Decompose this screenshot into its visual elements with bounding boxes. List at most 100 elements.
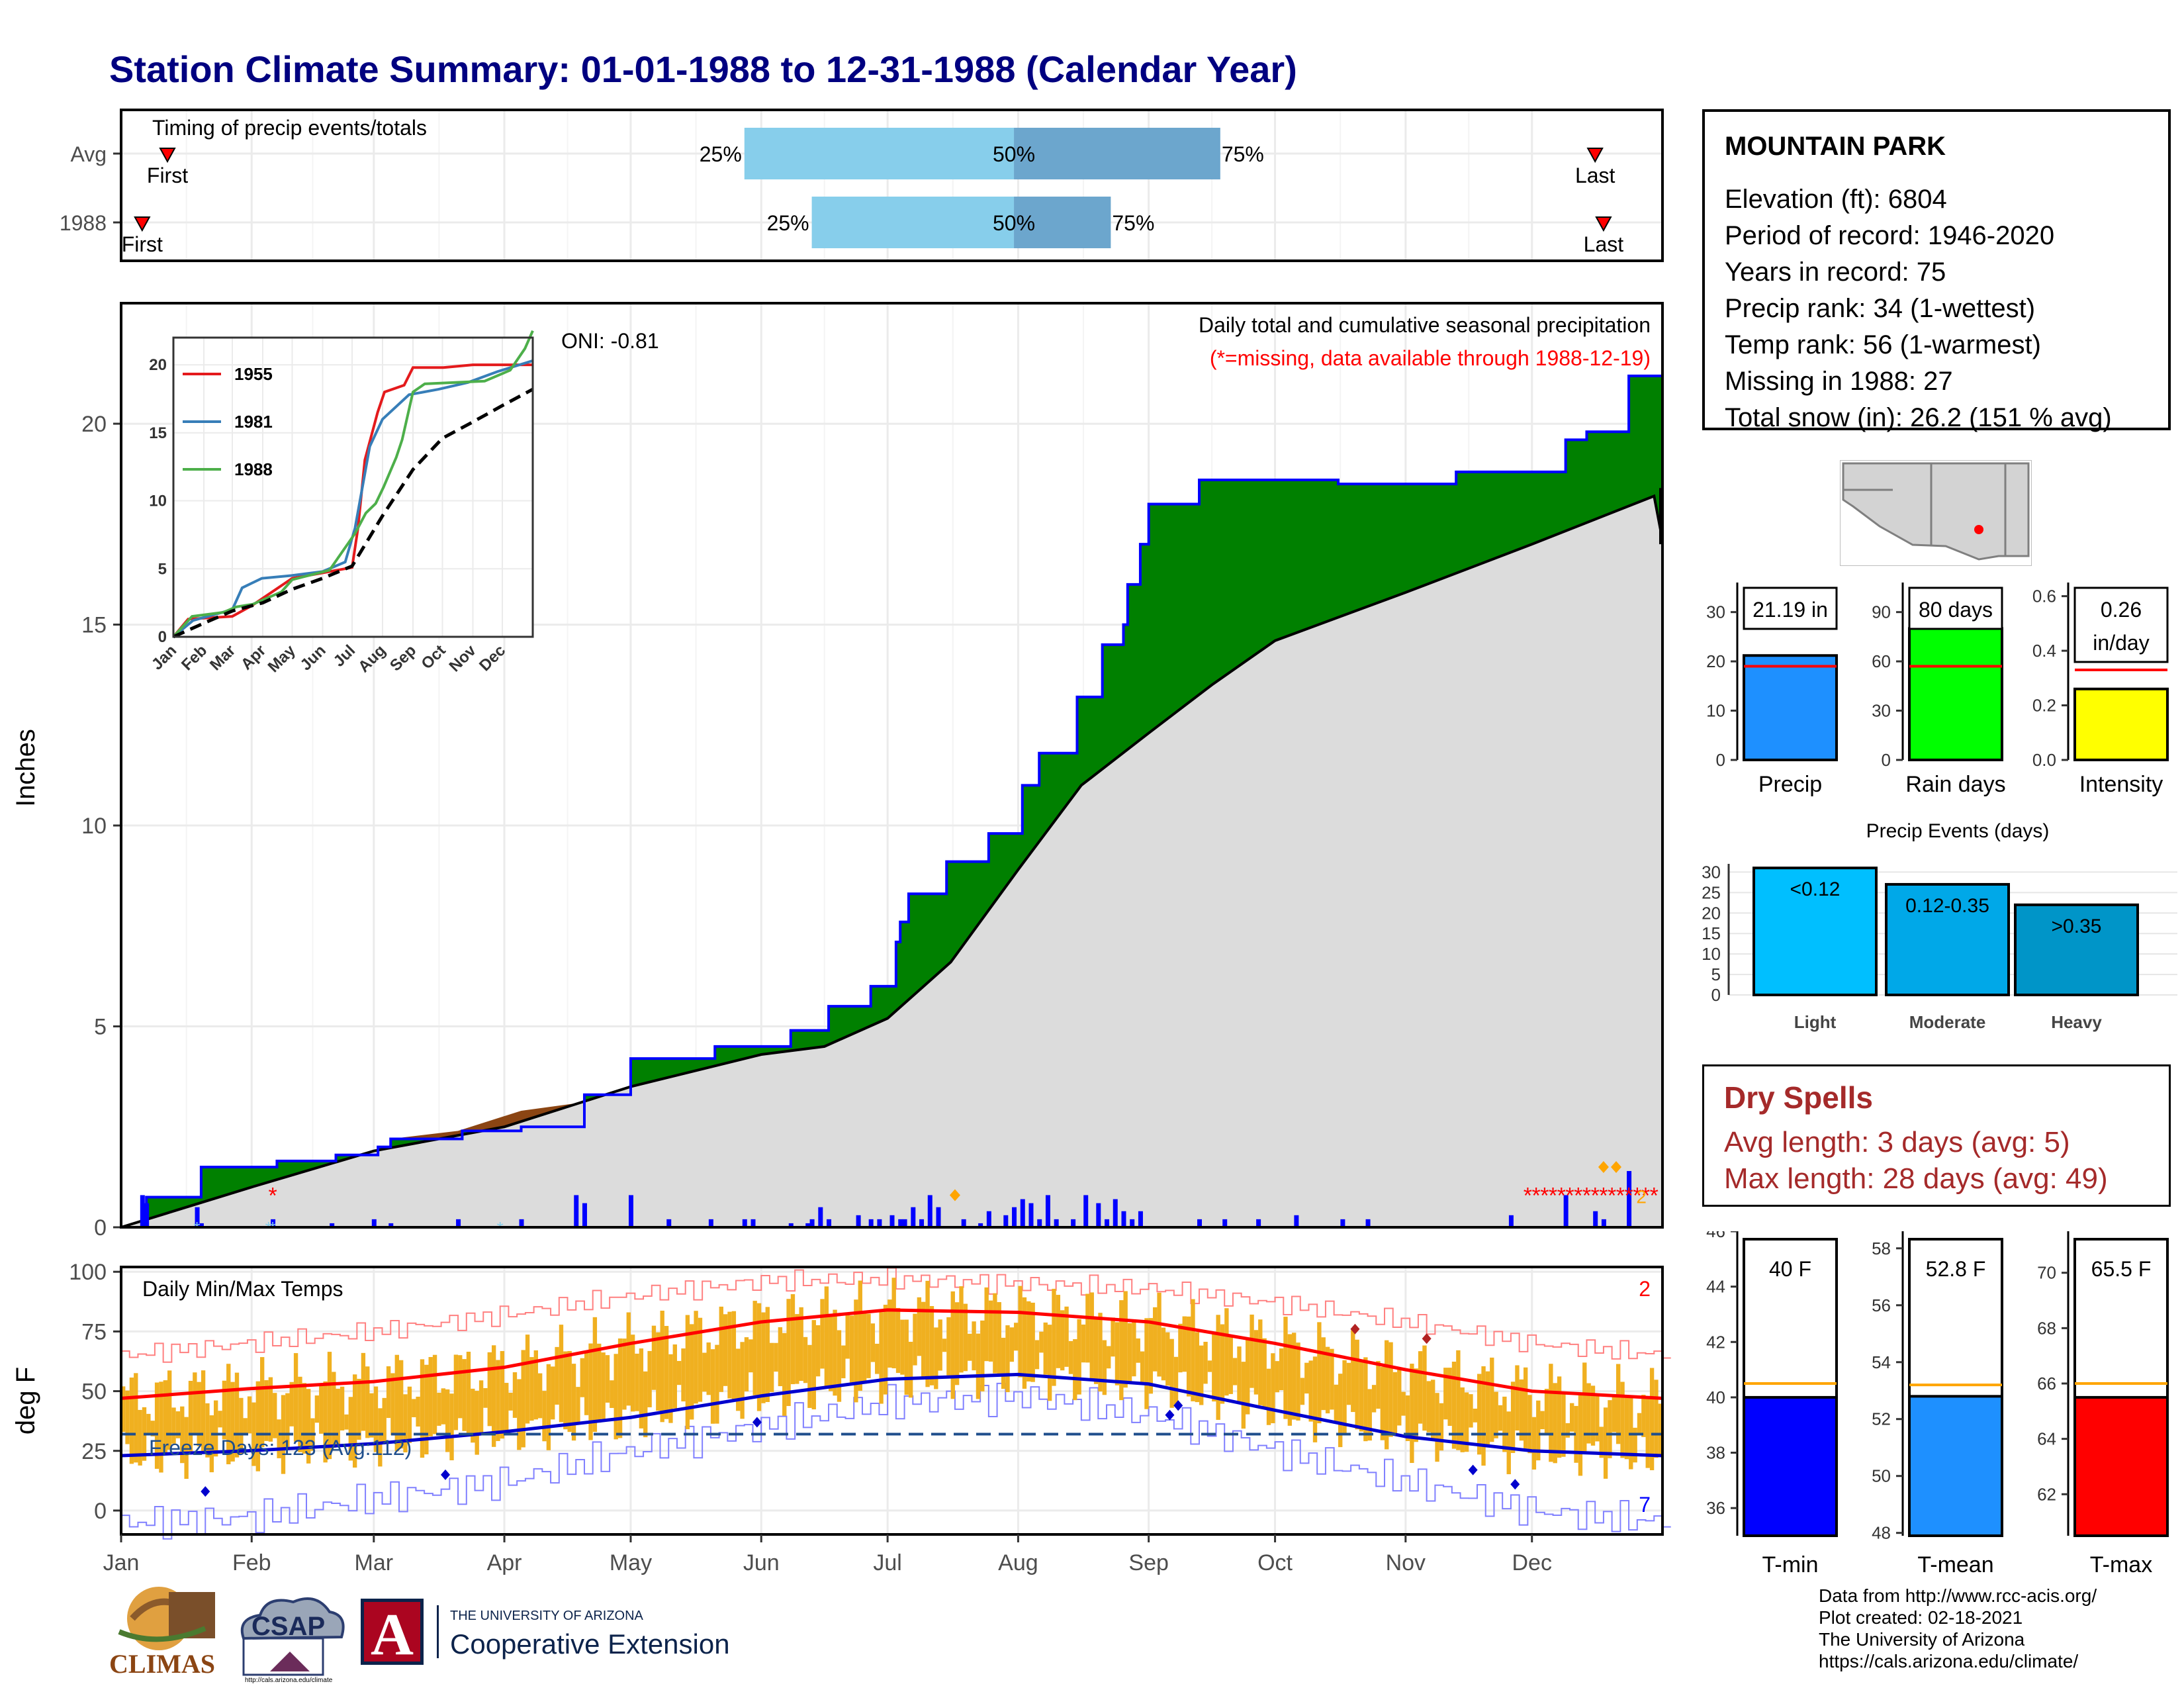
daily-temp-bar bbox=[854, 1299, 858, 1403]
temps-y-tick-label: 36 bbox=[1706, 1498, 1725, 1518]
daily-precip-bar bbox=[1138, 1211, 1143, 1227]
daily-temp-bar bbox=[1490, 1357, 1494, 1442]
missing-day-marker: * bbox=[1633, 1183, 1641, 1208]
daily-temp-bar bbox=[765, 1307, 770, 1402]
daily-temp-bar bbox=[1460, 1387, 1465, 1452]
climas-logo-text: CLIMAS bbox=[109, 1649, 216, 1679]
daily-temp-bar bbox=[496, 1360, 500, 1441]
daily-temp-bar bbox=[1477, 1374, 1482, 1455]
temp-y-tick-label: 75 bbox=[81, 1319, 107, 1344]
daily-temp-bar bbox=[314, 1395, 320, 1423]
daily-precip-bar bbox=[666, 1219, 672, 1227]
timing-last-marker bbox=[1595, 216, 1612, 232]
daily-temp-bar bbox=[1308, 1360, 1313, 1422]
daily-temp-bar bbox=[1178, 1323, 1183, 1373]
daily-temp-bar bbox=[1287, 1334, 1293, 1426]
daily-temp-bar bbox=[1119, 1300, 1124, 1401]
daily-temp-bar bbox=[453, 1354, 459, 1430]
daily-temp-bar bbox=[373, 1386, 379, 1452]
daily-temp-bar bbox=[517, 1379, 522, 1450]
daily-precip-bar bbox=[809, 1219, 815, 1227]
daily-temp-bar bbox=[445, 1389, 450, 1452]
month-label: Mar bbox=[355, 1550, 394, 1575]
daily-temp-bar bbox=[1258, 1319, 1263, 1405]
daily-temp-bar bbox=[205, 1403, 210, 1458]
record-low-marker bbox=[201, 1486, 210, 1497]
daily-temp-bar bbox=[1637, 1413, 1642, 1434]
daily-temp-bar bbox=[129, 1378, 134, 1464]
daily-temp-bar bbox=[483, 1387, 488, 1408]
daily-temp-bar bbox=[1136, 1338, 1140, 1363]
daily-temp-bar bbox=[222, 1380, 227, 1440]
totals-value-label: 80 days bbox=[1919, 598, 1993, 622]
daily-temp-bar bbox=[218, 1411, 222, 1428]
daily-temp-bar bbox=[1317, 1322, 1322, 1424]
daily-temp-bar bbox=[365, 1366, 370, 1438]
daily-temp-bar bbox=[1645, 1397, 1650, 1468]
precip-deficit-area bbox=[390, 1102, 580, 1139]
daily-temp-bar bbox=[1447, 1368, 1452, 1427]
daily-temp-bar bbox=[1469, 1394, 1473, 1428]
daily-temp-bar bbox=[504, 1383, 509, 1432]
inset-legend-label: 1988 bbox=[234, 459, 273, 479]
daily-temp-bar bbox=[1388, 1342, 1393, 1437]
daily-temp-bar bbox=[466, 1352, 471, 1434]
daily-temp-bar bbox=[769, 1342, 774, 1392]
daily-temp-bar bbox=[1494, 1391, 1498, 1438]
daily-temp-bar bbox=[698, 1317, 703, 1402]
climas-emblem-icon bbox=[118, 1587, 215, 1650]
daily-temp-bar bbox=[1022, 1297, 1027, 1389]
daily-temp-bar bbox=[188, 1380, 193, 1452]
daily-precip-bar bbox=[827, 1219, 832, 1227]
daily-precip-bar bbox=[1071, 1219, 1076, 1227]
daily-temp-bar bbox=[736, 1348, 741, 1411]
precip-event-category-label: Moderate bbox=[1909, 1012, 1986, 1032]
station-period: Period of record: 1946-2020 bbox=[1725, 221, 2055, 250]
daily-temp-bar bbox=[1191, 1299, 1195, 1401]
temps-bar bbox=[2073, 1395, 2169, 1537]
daily-temp-bar bbox=[799, 1307, 803, 1382]
temps-y-tick-label: 70 bbox=[2037, 1263, 2056, 1283]
daily-temp-bar bbox=[1292, 1333, 1297, 1420]
daily-temp-bar bbox=[660, 1310, 664, 1423]
inset-series-line bbox=[172, 387, 534, 639]
daily-temp-bar bbox=[298, 1376, 302, 1452]
daily-temp-bar bbox=[146, 1413, 151, 1435]
daily-temp-bar bbox=[643, 1371, 648, 1438]
annual-totals-panel: 0 10 20 30 21.19 in Precip 0 30 60 90 80 days Rain … bbox=[1706, 583, 2174, 797]
daily-temp-bar bbox=[1241, 1362, 1246, 1429]
daily-precip-bar bbox=[144, 1203, 150, 1227]
daily-temp-bar bbox=[875, 1343, 880, 1374]
daily-precip-bar bbox=[1563, 1195, 1569, 1227]
average-cumulative-area bbox=[121, 496, 1662, 1227]
extreme-count-label: 2 bbox=[1636, 1186, 1647, 1207]
missing-day-marker: * bbox=[1565, 1183, 1574, 1208]
daily-temp-bar bbox=[891, 1278, 896, 1369]
precip-event-bar-label: 0.12-0.35 bbox=[1905, 895, 1989, 917]
extreme-precip-marker bbox=[949, 1189, 960, 1201]
totals-y-tick-label: 0.4 bbox=[2032, 641, 2056, 661]
daily-temp-bar bbox=[264, 1380, 269, 1441]
daily-temp-bar bbox=[972, 1321, 976, 1371]
daily-precip-bar bbox=[961, 1219, 966, 1227]
timing-first-label: First bbox=[147, 164, 188, 187]
events-y-tick-label: 10 bbox=[1702, 944, 1721, 964]
station-snow: Total snow (in): 26.2 (151 % avg) bbox=[1725, 403, 2112, 432]
daily-temp-bar bbox=[1098, 1313, 1103, 1392]
daily-temp-bar bbox=[1093, 1317, 1099, 1384]
daily-temp-bar bbox=[462, 1359, 467, 1431]
daily-temp-bar bbox=[782, 1333, 787, 1416]
daily-temp-bar bbox=[786, 1299, 791, 1407]
daily-temp-bar bbox=[1228, 1335, 1233, 1394]
daily-temp-bar bbox=[647, 1350, 652, 1407]
daily-temp-bar bbox=[1148, 1318, 1154, 1394]
daily-temp-bar bbox=[1085, 1293, 1090, 1363]
daily-temp-bar bbox=[213, 1400, 218, 1457]
inset-y-tick-label: 0 bbox=[158, 628, 167, 646]
daily-temp-bar bbox=[1312, 1356, 1318, 1442]
daily-temp-bar bbox=[913, 1313, 917, 1366]
daily-temp-bar bbox=[829, 1313, 833, 1391]
daily-temp-bar bbox=[1283, 1317, 1288, 1419]
record-low-marker bbox=[1173, 1400, 1183, 1411]
temps-y-tick-label: 66 bbox=[2037, 1374, 2056, 1393]
